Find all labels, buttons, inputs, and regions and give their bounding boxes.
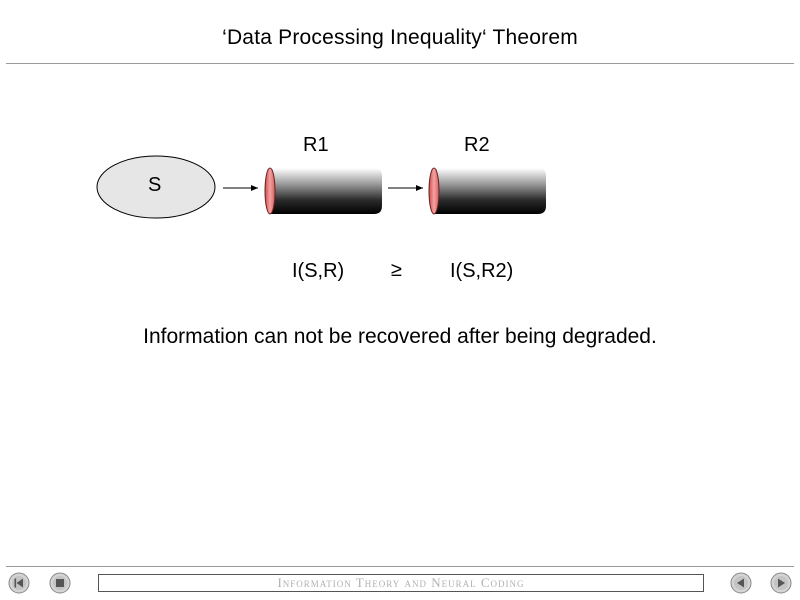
relay2-cylinder [428,167,546,215]
footer-divider [6,566,794,567]
next-slide-icon[interactable] [770,572,792,594]
stop-icon[interactable] [49,572,71,594]
title-divider [6,63,794,64]
inequality-left: I(S,R) [292,260,345,282]
source-label: S [148,174,162,196]
source-ellipse [96,155,216,219]
first-slide-icon[interactable] [8,572,30,594]
footer-course-title: Information Theory and Neural Coding [98,574,704,592]
relay2-label: R2 [464,134,490,156]
inequality-symbol: ≥ [391,259,402,281]
previous-slide-icon[interactable] [730,572,752,594]
slide-statement: Information can not be recovered after b… [143,325,657,348]
inequality-right: I(S,R2) [450,260,514,282]
relay1-label: R1 [303,134,329,156]
relay1-cylinder [264,167,382,215]
slide-title: ‘Data Processing Inequality‘ Theorem [222,26,578,49]
